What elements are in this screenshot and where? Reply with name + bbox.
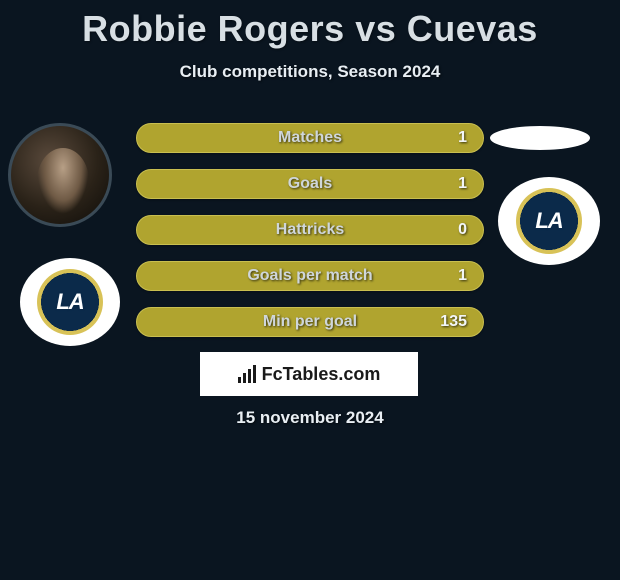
stat-value: 1 <box>458 267 467 285</box>
stat-value: 135 <box>440 313 467 331</box>
player-left-avatar <box>8 123 112 227</box>
la-galaxy-badge-icon: LA <box>37 269 103 335</box>
comparison-title: Robbie Rogers vs Cuevas <box>0 0 620 50</box>
la-galaxy-badge-icon: LA <box>516 188 582 254</box>
stat-label: Matches <box>278 129 342 147</box>
branding-text: FcTables.com <box>262 364 381 385</box>
stat-label: Goals per match <box>247 267 372 285</box>
player-right-avatar <box>490 126 590 150</box>
stats-block: Matches 1 Goals 1 Hattricks 0 Goals per … <box>136 123 484 353</box>
stat-value: 0 <box>458 221 467 239</box>
date-text: 15 november 2024 <box>0 408 620 428</box>
stat-value: 1 <box>458 175 467 193</box>
player-right-club-badge: LA <box>498 177 600 265</box>
stat-row-goals-per-match: Goals per match 1 <box>136 261 484 291</box>
stat-row-min-per-goal: Min per goal 135 <box>136 307 484 337</box>
comparison-subtitle: Club competitions, Season 2024 <box>0 62 620 82</box>
branding-box: FcTables.com <box>200 352 418 396</box>
stat-row-hattricks: Hattricks 0 <box>136 215 484 245</box>
stat-label: Hattricks <box>276 221 344 239</box>
bars-chart-icon <box>238 365 256 383</box>
stat-row-goals: Goals 1 <box>136 169 484 199</box>
stat-value: 1 <box>458 129 467 147</box>
stat-row-matches: Matches 1 <box>136 123 484 153</box>
player-left-club-badge: LA <box>20 258 120 346</box>
stat-label: Min per goal <box>263 313 357 331</box>
stat-label: Goals <box>288 175 332 193</box>
